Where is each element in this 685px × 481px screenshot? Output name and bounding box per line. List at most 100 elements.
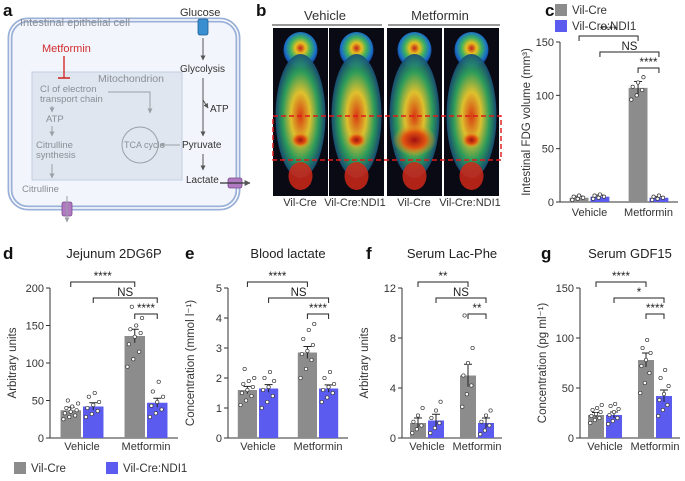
pet-intestine-signal-3	[392, 124, 437, 156]
chart-c-point-0-1-3	[630, 84, 635, 89]
chart-c-point-0-0-2	[581, 195, 586, 200]
chart-e-point-1-0-7	[267, 369, 273, 375]
chart-f-point-1-1-0	[478, 432, 483, 437]
chart-e-bar-ndi1-1	[319, 388, 339, 438]
chart-g-point-0-1-5	[648, 350, 653, 356]
chart-f-point-0-1-6	[462, 313, 467, 318]
chart-f: f Serum Lac-Phe 0 4 8 12 Arbitrary units Vehicl…	[359, 244, 502, 453]
chart-f-ytick-label-2: 8	[390, 333, 396, 345]
chart-g-stat-1: *	[637, 287, 642, 299]
chart-c-point-1-1-4	[656, 193, 661, 198]
legend-bottom-label-ndi1: Vil-Cre:NDI1	[123, 463, 187, 475]
tca-cycle-circle	[121, 126, 159, 164]
chart-g-ytick-label-0: 0	[568, 433, 574, 445]
chart-g-point-1-1-1	[660, 407, 665, 413]
pet-label-1: Vil-Cre	[283, 197, 316, 209]
chart-e-bracket-0	[246, 281, 308, 287]
chart-d: d Jejunum 2DG6P 0 50 100 150 200 Arbitrary unit…	[3, 244, 178, 453]
chart-e-point-0-1-3	[299, 351, 304, 357]
chart-g-bar-vilcre-1	[638, 360, 654, 438]
chart-g-bracket-2	[645, 313, 665, 319]
chart-g-point-1-0-4	[611, 409, 617, 415]
chart-e-point-1-1-1	[325, 395, 330, 400]
chart-e-xlabel-1: Metformin	[294, 441, 343, 453]
chart-e-ytick-label-2: 2	[216, 373, 222, 385]
chart-f-xlabel-1: Metformin	[453, 441, 502, 453]
chart-f-point-1-0-3	[429, 415, 434, 421]
chart-e-point-0-0-5	[250, 384, 255, 390]
chart-d-point-0-1-4	[132, 334, 137, 339]
chart-d-xlabel-0: Vehicle	[64, 441, 99, 453]
chart-e-point-0-1-1	[303, 366, 309, 372]
legend-bottom-swatch-ndi1	[106, 462, 118, 474]
chart-e-point-1-1-5	[332, 381, 337, 387]
chart-f-stat-1: NS	[453, 287, 469, 299]
chart-g-bracket-0	[595, 281, 647, 287]
lactate-label: Lactate	[186, 175, 219, 186]
chart-c-point-0-1-0	[629, 97, 634, 102]
chart-e-point-0-0-3	[239, 390, 244, 396]
chart-f-ytick-label-3: 12	[384, 283, 396, 295]
chart-d-point-1-0-3	[85, 405, 90, 411]
ci-label-1: CI of electron	[40, 84, 97, 95]
chart-g-point-0-1-6	[640, 345, 645, 351]
chart-f-point-0-0-1	[414, 427, 419, 432]
chart-c-xlabel-0: Vehicle	[572, 207, 607, 219]
chart-f-xlabel-0: Vehicle	[409, 441, 444, 453]
chart-g-point-0-1-3	[639, 363, 644, 369]
chart-e-point-1-0-2	[270, 393, 275, 399]
chart-g-stat-2: ****	[646, 303, 664, 315]
chart-e-point-1-1-6	[322, 375, 327, 381]
chart-c-bracket-1	[599, 51, 660, 57]
panel-letter-c: c	[545, 1, 554, 20]
chart-g-point-1-0-2	[615, 415, 620, 421]
chart-g-point-1-0-6	[608, 403, 613, 409]
chart-e-bar-vilcre-0	[237, 390, 257, 438]
chart-d-xlabel-1: Metformin	[122, 441, 171, 453]
chart-g-point-1-1-7	[663, 367, 668, 373]
chart-e-point-0-1-0	[298, 375, 303, 381]
chart-d-point-0-1-9	[129, 304, 134, 309]
chart-c-stat-2: ****	[640, 57, 658, 69]
chart-e-point-1-0-1	[265, 399, 270, 405]
chart-g-point-0-1-2	[647, 370, 652, 376]
chart-c-point-1-1-3	[651, 194, 656, 199]
chart-g-stat-0: ****	[612, 271, 630, 283]
chart-f-point-1-0-2	[437, 420, 442, 426]
chart-d-bar-ndi1-1	[147, 402, 168, 438]
chart-e-point-0-0-0	[238, 402, 243, 408]
panel-letter-g: g	[541, 244, 551, 263]
chart-g-point-1-1-2	[665, 402, 670, 408]
chart-f-ylabel: Arbitrary units	[359, 327, 371, 398]
chart-d-point-0-1-2	[137, 349, 142, 354]
citrulline-synthesis-2: synthesis	[36, 150, 76, 161]
chart-e-point-0-1-5	[310, 342, 315, 348]
chart-g-point-0-0-3	[589, 413, 594, 419]
chart-e-point-0-0-1	[243, 398, 249, 403]
pet-intestine-signal-1	[290, 132, 311, 148]
chart-d-point-1-1-2	[159, 407, 164, 412]
pet-image-strip	[273, 28, 499, 196]
chart-e-point-1-1-4	[326, 384, 331, 390]
pet-label-2: Vil-Cre:NDI1	[324, 197, 386, 209]
chart-e-point-1-0-3	[261, 387, 266, 393]
chart-f-point-1-1-4	[483, 413, 489, 418]
chart-c-ytick-label-3: 150	[536, 37, 554, 49]
chart-g-point-0-0-2	[597, 415, 602, 421]
chart-c-stat-0: ****	[600, 25, 618, 37]
chart-g-ylabel: Concentration (pg ml⁻¹)	[537, 303, 549, 424]
chart-d-point-0-0-9	[65, 398, 70, 403]
chart-e-point-0-1-2	[309, 357, 314, 363]
atp-branch-arrow	[202, 99, 209, 109]
chart-c-bracket-0	[578, 35, 639, 41]
pet-bladder-2	[344, 162, 369, 190]
chart-f-title: Serum Lac-Phe	[407, 246, 497, 261]
chart-g-point-1-1-3	[657, 397, 662, 403]
chart-d-point-0-1-8	[140, 315, 145, 321]
chart-e-point-1-1-7	[327, 369, 333, 375]
chart-e-stat-0: ****	[268, 271, 286, 283]
chart-d-point-0-0-8	[76, 401, 81, 406]
chart-f-bracket-0	[417, 281, 469, 287]
